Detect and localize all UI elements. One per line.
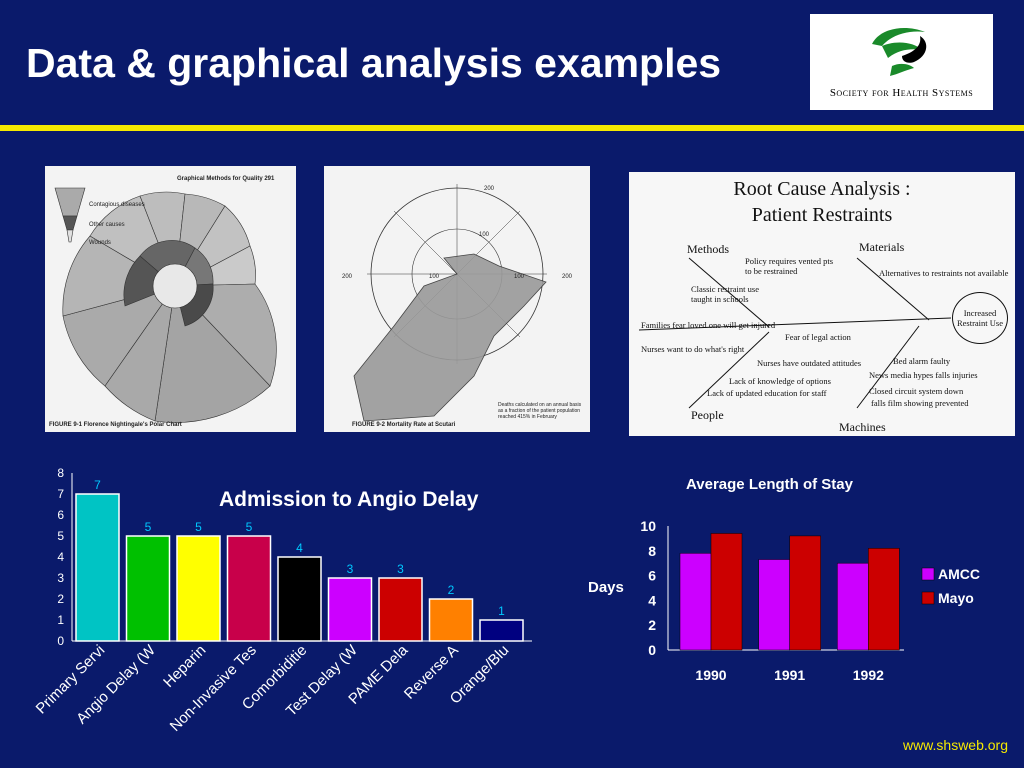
bar-amcc: [837, 562, 869, 651]
bar-mayo: [710, 533, 743, 651]
cause-11: Lack of updated education for staff: [707, 388, 827, 398]
bar: [479, 619, 524, 642]
bar-value-label: 3: [397, 562, 404, 576]
bar: [428, 598, 474, 642]
x-tick-label: 1990: [695, 667, 726, 683]
y-tick-label: 1: [57, 613, 64, 627]
category-people: People: [691, 408, 724, 422]
slide-title: Data & graphical analysis examples: [26, 40, 722, 86]
polar-chart-image: Graphical Methods for Quality 291 Contag…: [45, 166, 296, 432]
bar-amcc: [758, 559, 790, 651]
footer-url[interactable]: www.shsweb.org: [902, 737, 1008, 753]
bar: [226, 535, 272, 642]
svg-text:100: 100: [514, 274, 525, 280]
society-logo: Society for Health Systems: [810, 14, 993, 110]
cause-2: Alternatives to restraints not available: [879, 268, 1009, 278]
cause-9: News media hypes falls injuries: [869, 370, 978, 380]
cause-12: Closed circuit system down: [869, 386, 964, 396]
legend-swatch: [921, 591, 935, 605]
category-materials: Materials: [859, 240, 905, 254]
bar-value-label: 5: [145, 520, 152, 534]
cause-5: Fear of legal action: [785, 332, 851, 342]
bar-amcc: [679, 553, 712, 651]
effect-box: Increased Restraint Use: [952, 292, 1008, 344]
bar: [378, 577, 423, 642]
root-cause-title: Root Cause Analysis : Patient Restraints: [629, 176, 1015, 228]
polar-chart-caption: FIGURE 9-1 Florence Nightingale's Polar …: [49, 422, 182, 428]
bar-value-label: 7: [94, 478, 101, 492]
legend-label: Mayo: [938, 590, 974, 606]
bar: [327, 577, 373, 642]
title-divider: [0, 125, 1024, 131]
y-tick-label: 4: [648, 592, 656, 608]
legend-wounds: Wounds: [89, 240, 111, 246]
y-tick-label: 5: [57, 529, 64, 543]
root-cause-diagram: Root Cause Analysis : Patient Restraints…: [629, 172, 1015, 436]
y-tick-label: 10: [640, 518, 656, 534]
bar: [176, 535, 221, 642]
legend-swatch: [921, 567, 935, 581]
x-tick-label: 1992: [853, 667, 884, 683]
y-tick-label: 0: [57, 634, 64, 648]
category-machines: Machines: [839, 420, 886, 434]
legend-other: Other causes: [89, 222, 125, 228]
bar-value-label: 3: [347, 562, 354, 576]
angio-delay-chart-title: Admission to Angio Delay: [219, 488, 479, 511]
svg-text:200: 200: [342, 274, 353, 280]
y-tick-label: 6: [648, 568, 656, 584]
fishbone-lines: [638, 257, 952, 409]
y-tick-label: 3: [57, 571, 64, 585]
cause-8: Bed alarm faulty: [893, 356, 951, 366]
svg-text:100: 100: [429, 274, 440, 280]
cause-13: falls film showing prevented: [871, 398, 969, 408]
bar: [125, 535, 171, 642]
bar-mayo: [868, 548, 900, 651]
logo-text: Society for Health Systems: [829, 87, 974, 99]
length-of-stay-chart: 0 2 4 6 8 10 Days 1990 1991 1992 AMCC Mayo: [588, 518, 980, 683]
y-tick-label: 2: [57, 592, 64, 606]
legend-contagious: Contagious diseases: [89, 202, 145, 208]
bar: [75, 493, 120, 642]
bar-mayo: [789, 535, 821, 651]
bar-value-label: 5: [246, 520, 253, 534]
y-tick-label: 6: [57, 508, 64, 522]
length-of-stay-chart-title: Average Length of Stay: [686, 476, 853, 493]
category-label: Heparin: [160, 642, 209, 691]
bar-value-label: 1: [498, 604, 505, 618]
category-label: Non-Invasive Tes: [167, 642, 260, 735]
swoosh-logo-icon: [872, 28, 927, 76]
svg-text:200: 200: [484, 186, 495, 192]
category-methods: Methods: [687, 242, 729, 256]
polar-chart-header: Graphical Methods for Quality 291: [177, 176, 275, 182]
polar-chart-drawing: [54, 187, 277, 423]
y-tick-label: 2: [648, 617, 656, 633]
cause-7: Nurses have outdated attitudes: [757, 358, 862, 368]
svg-text:100: 100: [479, 232, 490, 238]
mortality-chart-note: Deaths calculated on an annual basis as …: [498, 402, 582, 420]
bar-value-label: 5: [195, 520, 202, 534]
y-tick-label: 0: [648, 642, 656, 658]
cause-4: Families fear loved one will get injured: [641, 320, 776, 330]
cause-1: Policy requires vented pts to be restrai…: [745, 256, 834, 276]
mortality-chart-caption: FIGURE 9-2 Mortality Rate at Scutari: [352, 422, 456, 428]
root-cause-title-line1: Root Cause Analysis :: [733, 178, 911, 200]
cause-3: Classic restraint use taught in schools: [691, 284, 759, 304]
y-axis-label: Days: [588, 579, 624, 596]
y-tick-label: 7: [57, 487, 64, 501]
x-tick-label: 1991: [774, 667, 805, 683]
y-tick-label: 8: [648, 543, 656, 559]
mortality-chart-drawing: 200 200 200 100 100 100: [342, 184, 573, 422]
root-cause-title-line2: Patient Restraints: [751, 204, 893, 226]
cause-10: Lack of knowledge of options: [729, 376, 831, 386]
bar-value-label: 2: [448, 583, 455, 597]
bar: [277, 556, 322, 642]
y-tick-label: 4: [57, 550, 64, 564]
bar-value-label: 4: [296, 541, 303, 555]
legend-label: AMCC: [938, 566, 980, 582]
y-tick-label: 8: [57, 466, 64, 480]
mortality-chart-image: 200 200 200 100 100 100 Deaths calculate…: [324, 166, 590, 432]
cause-6: Nurses want to do what's right: [641, 344, 745, 354]
svg-text:200: 200: [562, 274, 573, 280]
